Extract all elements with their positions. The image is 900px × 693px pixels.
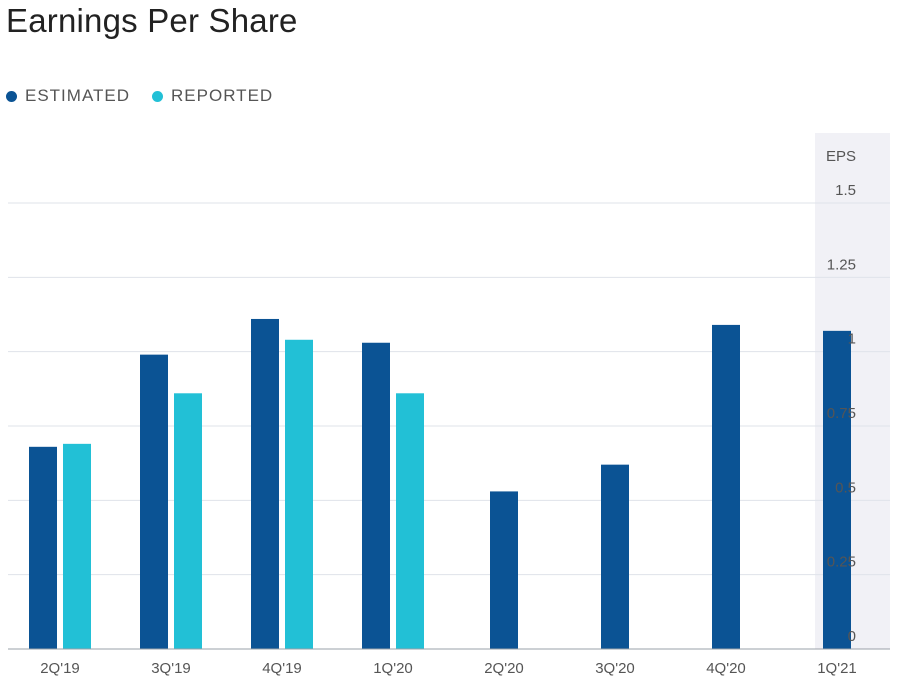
- legend-label-reported: REPORTED: [171, 86, 274, 105]
- legend-dot-estimated: [6, 90, 17, 102]
- y-tick-label: 0.75: [827, 405, 856, 422]
- bar-estimated: [823, 330, 851, 649]
- bar-reported: [285, 339, 313, 649]
- bar-reported: [174, 393, 202, 649]
- legend-label-estimated: ESTIMATED: [25, 86, 131, 105]
- bar-estimated: [601, 464, 629, 649]
- bar-estimated: [29, 446, 57, 649]
- y-tick-label: 0.5: [835, 479, 856, 496]
- bar-estimated: [251, 318, 279, 649]
- legend-item-reported[interactable]: REPORTED: [152, 86, 273, 106]
- bar-estimated: [712, 324, 740, 649]
- y-tick-label: 1.5: [835, 182, 856, 199]
- x-tick-label: 2Q'19: [40, 660, 80, 677]
- legend-dot-reported: [152, 90, 164, 102]
- x-tick-label: 4Q'20: [706, 660, 746, 677]
- bar-reported: [396, 393, 424, 649]
- x-tick-label: 3Q'19: [151, 660, 191, 677]
- chart-title: Earnings Per Share: [6, 2, 298, 39]
- y-tick-label: 0.25: [827, 554, 856, 571]
- y-tick-label: 0: [848, 628, 856, 645]
- bar-estimated: [140, 354, 168, 649]
- legend-item-estimated[interactable]: ESTIMATED: [6, 86, 130, 106]
- y-tick-label: 1.25: [827, 256, 856, 273]
- legend: ESTIMATED REPORTED: [6, 86, 295, 106]
- y-tick-label: 1: [848, 331, 856, 348]
- bar-reported: [63, 443, 91, 649]
- bar-estimated: [490, 491, 518, 649]
- x-tick-label: 1Q'20: [373, 660, 413, 677]
- x-tick-label: 2Q'20: [484, 660, 524, 677]
- y-axis-label: EPS: [826, 148, 856, 165]
- x-tick-label: 1Q'21: [817, 660, 857, 677]
- x-tick-label: 3Q'20: [595, 660, 635, 677]
- x-tick-label: 4Q'19: [262, 660, 302, 677]
- bar-estimated: [362, 342, 390, 649]
